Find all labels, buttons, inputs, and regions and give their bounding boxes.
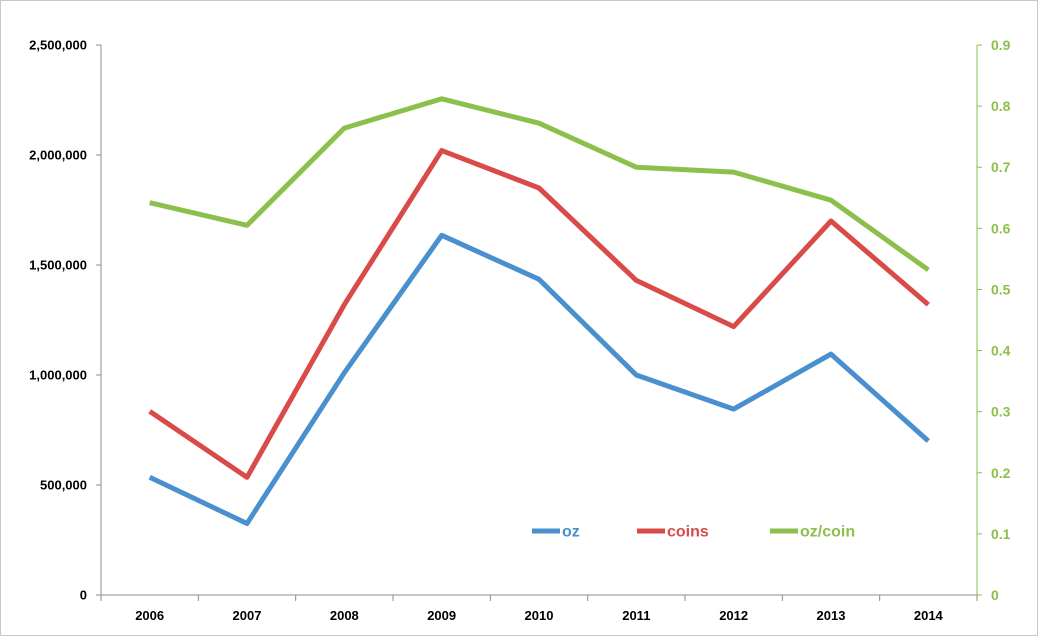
y-right-tick-label: 0 <box>991 587 999 603</box>
y-right-tick-label: 0.2 <box>991 465 1011 481</box>
legend-item: coins <box>637 524 709 541</box>
x-tick-label: 2009 <box>427 608 456 623</box>
x-tick-label: 2013 <box>817 608 846 623</box>
series-line-oz <box>148 232 930 526</box>
legend-label: oz <box>562 524 580 541</box>
y-left-tick-label: 2,500,000 <box>29 38 87 53</box>
series-line-coins <box>148 148 930 480</box>
legend-label: coins <box>667 524 709 541</box>
y-right-tick-label: 0.4 <box>991 343 1011 359</box>
y-right-tick-label: 0.8 <box>991 98 1011 114</box>
tick-labels: 0 500,000 1,000,000 1,500,000 2,000,000 2,500… <box>29 37 1011 623</box>
legend-item: oz <box>532 524 580 541</box>
y-left-tick-label: 500,000 <box>40 478 87 493</box>
x-tick-label: 2007 <box>233 608 262 623</box>
y-right-tick-label: 0.3 <box>991 404 1011 420</box>
x-tick-label: 2012 <box>719 608 748 623</box>
x-tick-label: 2010 <box>525 608 554 623</box>
x-tick-label: 2008 <box>330 608 359 623</box>
y-right-tick-label: 0.7 <box>991 159 1011 175</box>
y-left-tick-label: 1,500,000 <box>29 258 87 273</box>
legend-item: oz/coin <box>770 524 855 541</box>
series-lines <box>148 96 930 526</box>
legend: oz coins oz/coin <box>532 524 855 541</box>
y-right-tick-label: 0.5 <box>991 281 1011 297</box>
y-left-tick-label: 2,000,000 <box>29 148 87 163</box>
legend-label: oz/coin <box>800 524 855 541</box>
x-tick-label: 2006 <box>135 608 164 623</box>
x-tick-label: 2011 <box>622 608 650 623</box>
y-right-tick-label: 0.1 <box>991 526 1011 542</box>
x-tick-label: 2014 <box>914 608 944 623</box>
series-line-oz-coin <box>149 96 930 272</box>
y-left-tick-label: 0 <box>80 588 87 603</box>
y-right-tick-label: 0.6 <box>991 220 1011 236</box>
y-left-tick-label: 1,000,000 <box>29 368 87 383</box>
axes <box>96 44 982 601</box>
y-right-tick-label: 0.9 <box>991 37 1011 53</box>
